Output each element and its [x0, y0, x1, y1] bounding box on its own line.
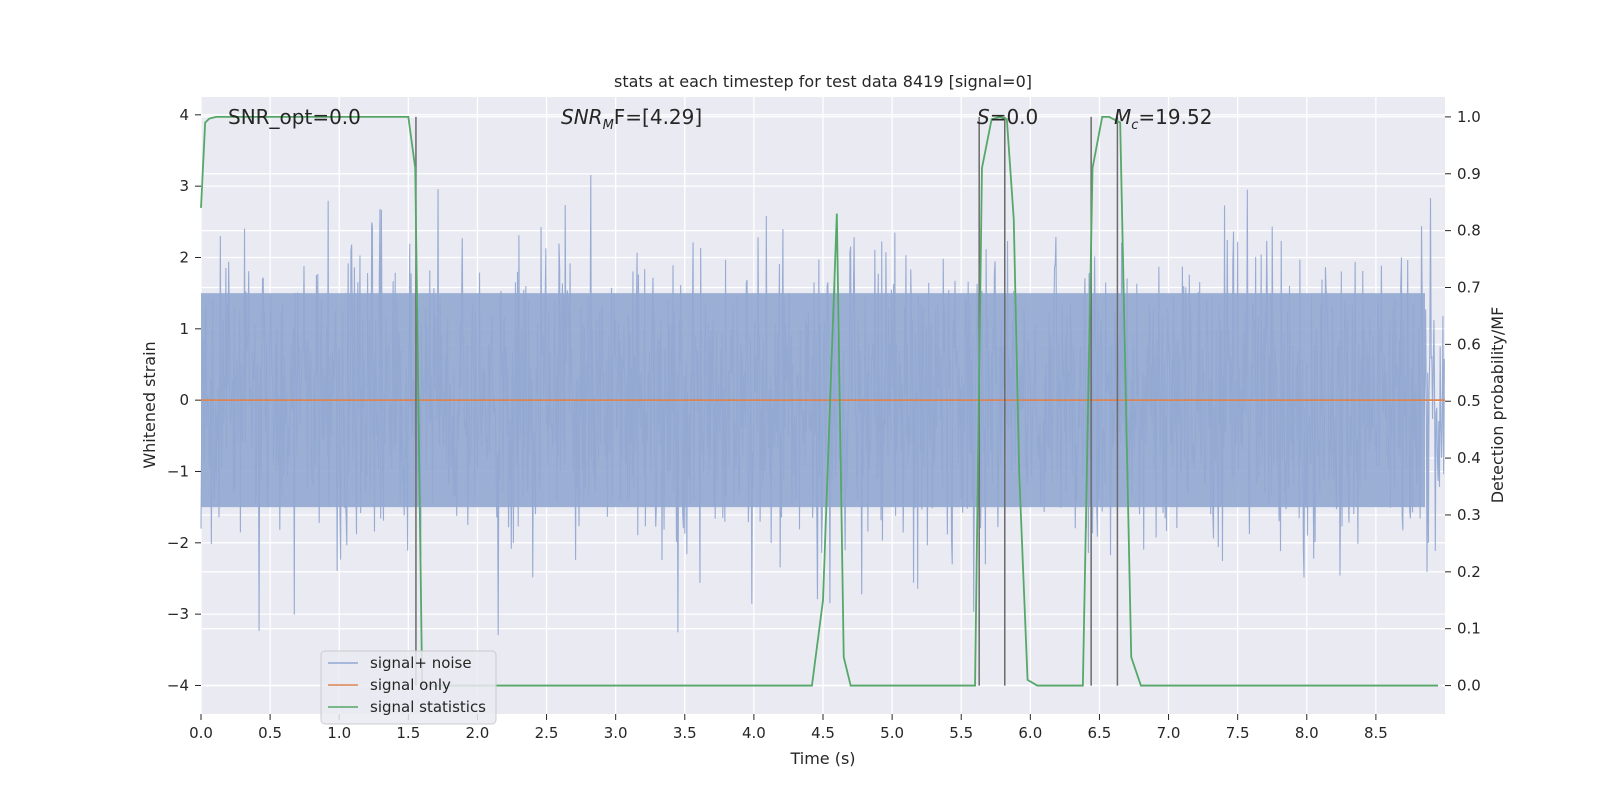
x-tick-label: 0.0 [189, 724, 213, 742]
legend-label-signal-plus-noise: signal+ noise [370, 654, 472, 672]
x-tick-label: 7.5 [1226, 724, 1250, 742]
y-right-tick-label: 1.0 [1457, 108, 1481, 126]
y-left-tick-label: −3 [167, 605, 189, 623]
y-left-tick-label: 3 [179, 177, 189, 195]
y-axis-label-left: Whitened strain [140, 341, 159, 468]
y-right-tick-label: 0.6 [1457, 335, 1481, 353]
annotation-snr-mf: SNRMF=[4.29] [561, 105, 702, 133]
annotation-mc-sub: c [1131, 118, 1138, 133]
x-tick-label: 3.0 [604, 724, 628, 742]
y-left-tick-label: 4 [179, 106, 189, 124]
legend: signal+ noise signal only signal statist… [320, 650, 497, 725]
x-tick-label: 8.5 [1364, 724, 1388, 742]
x-tick-label: 8.0 [1295, 724, 1319, 742]
x-tick-label: 5.5 [949, 724, 973, 742]
legend-box [320, 650, 497, 725]
y-right-tick-label: 0.7 [1457, 279, 1481, 297]
annotation-mc-main: M [1114, 105, 1131, 129]
x-axis-label: Time (s) [789, 749, 855, 768]
legend-label-signal-only: signal only [370, 676, 451, 694]
y-right-tick-label: 0.0 [1457, 677, 1481, 695]
annotation-snr-mf-sub: M [603, 118, 614, 133]
y-left-tick-label: 1 [179, 320, 189, 338]
annotation-mc: Mc=19.52 [1114, 105, 1212, 133]
x-tick-label: 4.0 [742, 724, 766, 742]
annotation-snr-mf-rest: F=[4.29] [614, 105, 702, 129]
y-right-tick-label: 0.2 [1457, 563, 1481, 581]
y-left-tick-label: 2 [179, 248, 189, 266]
signal-statistics-line [200, 115, 1439, 687]
x-tick-label: 2.5 [535, 724, 559, 742]
x-tick-label: 2.0 [466, 724, 490, 742]
annotation-s-main: S [977, 105, 990, 129]
chart-title: stats at each timestep for test data 841… [614, 72, 1032, 91]
x-tick-label: 4.5 [811, 724, 835, 742]
y-right-tick-label: 0.8 [1457, 222, 1481, 240]
x-tick-label: 0.5 [258, 724, 282, 742]
y-left-tick-label: −4 [167, 676, 189, 694]
y-left-tick-label: −1 [167, 462, 189, 480]
y-left-tick-label: −2 [167, 534, 189, 552]
y-right-tick-label: 0.1 [1457, 620, 1481, 638]
y-left-tick-label: 0 [179, 391, 189, 409]
x-tick-label: 1.5 [396, 724, 420, 742]
y-right-tick-labels: 1.0 0.9 0.8 0.7 0.6 0.5 0.4 0.3 0.2 0.1 0.0 [1445, 108, 1481, 695]
y-right-tick-label: 0.3 [1457, 506, 1481, 524]
x-tick-label: 5.0 [880, 724, 904, 742]
x-tick-label: 6.0 [1018, 724, 1042, 742]
annotation-mc-rest: =19.52 [1138, 105, 1212, 129]
series-signal-statistics [200, 115, 1439, 687]
y-right-tick-label: 0.5 [1457, 392, 1481, 410]
x-tick-labels: 0.0 0.5 1.0 1.5 2.0 2.5 3.0 3.5 4.0 4.5 5.0 5.5 6.0 6… [189, 714, 1388, 742]
legend-label-signal-statistics: signal statistics [370, 698, 486, 716]
annotation-s: S=0.0 [977, 105, 1038, 129]
x-tick-label: 6.5 [1088, 724, 1112, 742]
y-right-tick-label: 0.4 [1457, 449, 1481, 467]
x-tick-label: 7.0 [1157, 724, 1181, 742]
y-axis-label-right: Detection probability/MF [1488, 307, 1507, 504]
x-tick-label: 1.0 [327, 724, 351, 742]
annotation-snr-mf-main: SNR [561, 105, 603, 129]
annotation-snr-opt: SNR_opt=0.0 [228, 105, 361, 129]
annotation-s-rest: =0.0 [990, 105, 1039, 129]
y-right-tick-label: 0.9 [1457, 165, 1481, 183]
y-left-tick-labels: 4 3 2 1 0 −1 −2 −3 −4 [167, 106, 201, 694]
x-tick-label: 3.5 [673, 724, 697, 742]
